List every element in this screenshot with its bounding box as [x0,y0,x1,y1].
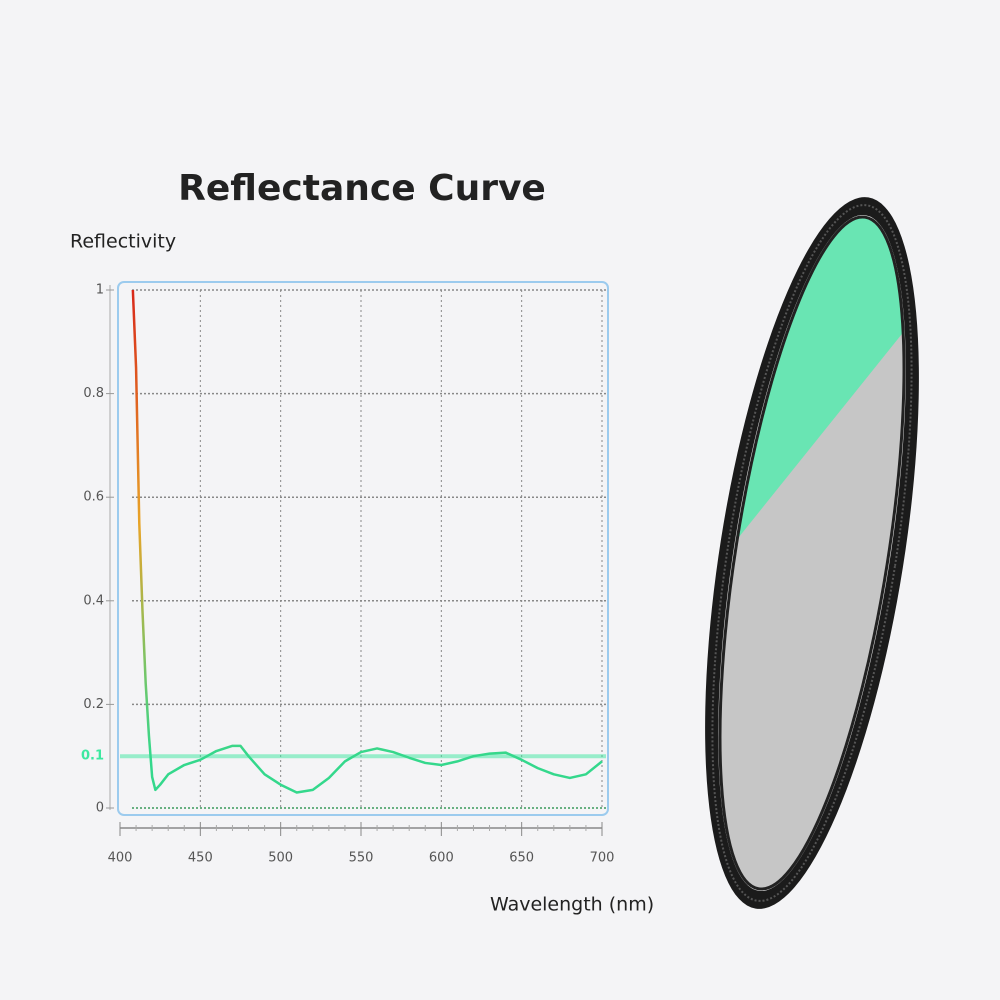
x-axis-label: Wavelength (nm) [490,894,654,916]
chart-title: Reflectance Curve [178,168,546,209]
x-tick-label: 500 [268,851,293,866]
x-tick-label: 600 [429,851,454,866]
x-tick-label: 450 [188,851,213,866]
y-tick-label: 0.2 [83,697,104,712]
filter-image [683,197,941,909]
x-tick-label: 700 [590,851,615,866]
plot-frame [117,281,609,816]
x-tick-label: 550 [349,851,374,866]
reference-label: 0.1 [81,749,104,764]
reflectance-line [131,289,603,794]
filter-edge [718,215,906,891]
filter-knurl [711,204,913,902]
x-tick-label: 400 [108,851,133,866]
y-axis-label: Reflectivity [70,231,176,253]
y-tick-label: 0.4 [83,593,104,608]
x-tick-label: 650 [509,851,534,866]
y-tick-label: 0.8 [83,386,104,401]
y-tick-label: 0 [96,801,104,816]
y-tick-label: 0.6 [83,490,104,505]
y-tick-label: 1 [96,283,104,298]
filter-glass [683,205,941,901]
